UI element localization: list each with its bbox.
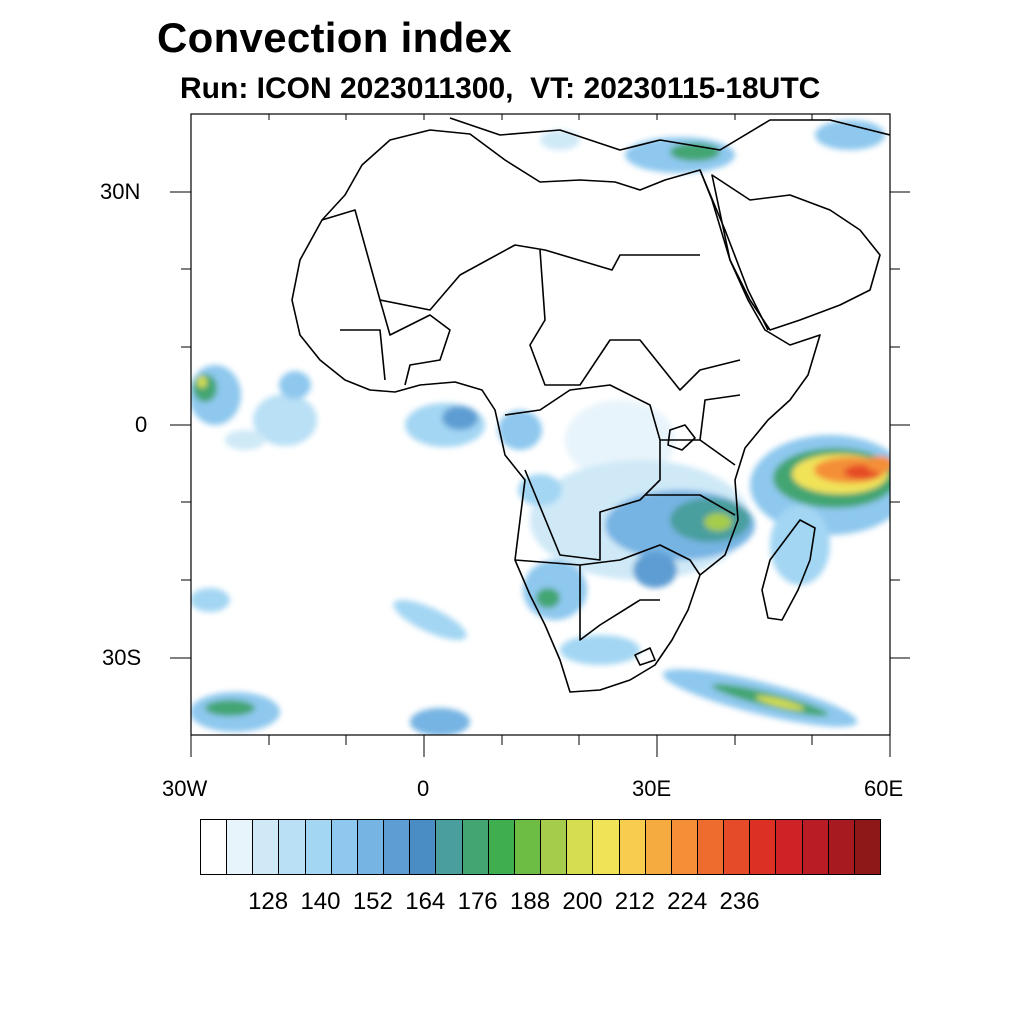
colorbar-swatch <box>750 820 777 874</box>
madagascar-coastline <box>761 519 816 621</box>
field-indian-ocean <box>750 435 890 585</box>
field-southern-africa <box>518 400 755 665</box>
colorbar <box>200 819 881 875</box>
colorbar-swatch <box>567 820 594 874</box>
colorbar-swatch <box>854 820 881 874</box>
field-east-med <box>540 120 885 173</box>
x-tick-label-30e: 30E <box>632 776 672 801</box>
colorbar-swatch <box>828 820 855 874</box>
colorbar-swatch <box>331 820 358 874</box>
africa-coastline <box>291 129 821 693</box>
colorbar-label: 236 <box>719 888 760 915</box>
colorbar-label: 212 <box>614 888 655 915</box>
chart-title: Convection index <box>157 14 512 61</box>
colorbar-label: 188 <box>509 888 551 915</box>
colorbar-label: 140 <box>300 888 341 915</box>
y-tick-label-30s: 30S <box>102 645 142 670</box>
colorbar-label: 152 <box>352 888 393 915</box>
convection-field <box>191 120 890 735</box>
axis-ticks <box>170 114 910 757</box>
border-west <box>340 299 451 386</box>
chart-subtitle: Run: ICON 2023011300, VT: 20230115-18UTC <box>180 72 821 105</box>
y-tick-label-30n: 30N <box>100 179 141 204</box>
colorbar-label: 176 <box>457 888 498 915</box>
x-tick-label-0: 0 <box>417 776 430 801</box>
colorbar-swatch <box>462 820 489 874</box>
border-sahel <box>321 209 700 311</box>
colorbar-swatch <box>671 820 698 874</box>
red-sea <box>699 169 769 331</box>
border-congo <box>504 384 661 561</box>
y-tick-label-0: 0 <box>135 412 148 437</box>
colorbar-swatch <box>410 820 437 874</box>
lesotho <box>634 647 656 666</box>
colorbar-swatch <box>724 820 751 874</box>
colorbar-swatch <box>253 820 280 874</box>
colorbar-swatch <box>305 820 332 874</box>
x-tick-label-30w: 30W <box>162 776 208 801</box>
colorbar-swatch <box>436 820 463 874</box>
border-central <box>529 249 741 391</box>
colorbar-label: 164 <box>405 888 446 915</box>
colorbar-swatch <box>593 820 620 874</box>
colorbar-swatch <box>514 820 542 874</box>
field-south-atlantic <box>191 588 470 735</box>
colorbar-swatch <box>357 820 385 874</box>
x-tick-label-60e: 60E <box>864 776 904 801</box>
arabia-coastline <box>711 174 881 331</box>
mediterranean-north <box>449 117 890 151</box>
colorbar-swatch <box>802 820 829 874</box>
field-sw-indian <box>662 669 858 727</box>
border-southern <box>514 544 701 641</box>
colorbar-swatch <box>776 820 803 874</box>
colorbar-swatch <box>697 820 725 874</box>
colorbar-swatch <box>279 820 306 874</box>
coastlines-and-borders <box>291 117 890 693</box>
colorbar-label: 200 <box>562 888 603 915</box>
colorbar-swatch <box>541 820 568 874</box>
field-gulf-of-guinea <box>405 403 542 450</box>
lake-victoria <box>667 424 696 451</box>
field-tropical-atlantic <box>191 365 317 450</box>
border-east <box>645 394 741 516</box>
colorbar-swatch <box>619 820 646 874</box>
colorbar-swatch <box>227 820 254 874</box>
colorbar-label: 224 <box>667 888 708 915</box>
colorbar-label: 128 <box>248 888 289 915</box>
colorbar-swatch <box>488 820 515 874</box>
colorbar-swatch <box>201 820 228 874</box>
colorbar-swatch <box>384 820 411 874</box>
colorbar-swatch <box>645 820 672 874</box>
